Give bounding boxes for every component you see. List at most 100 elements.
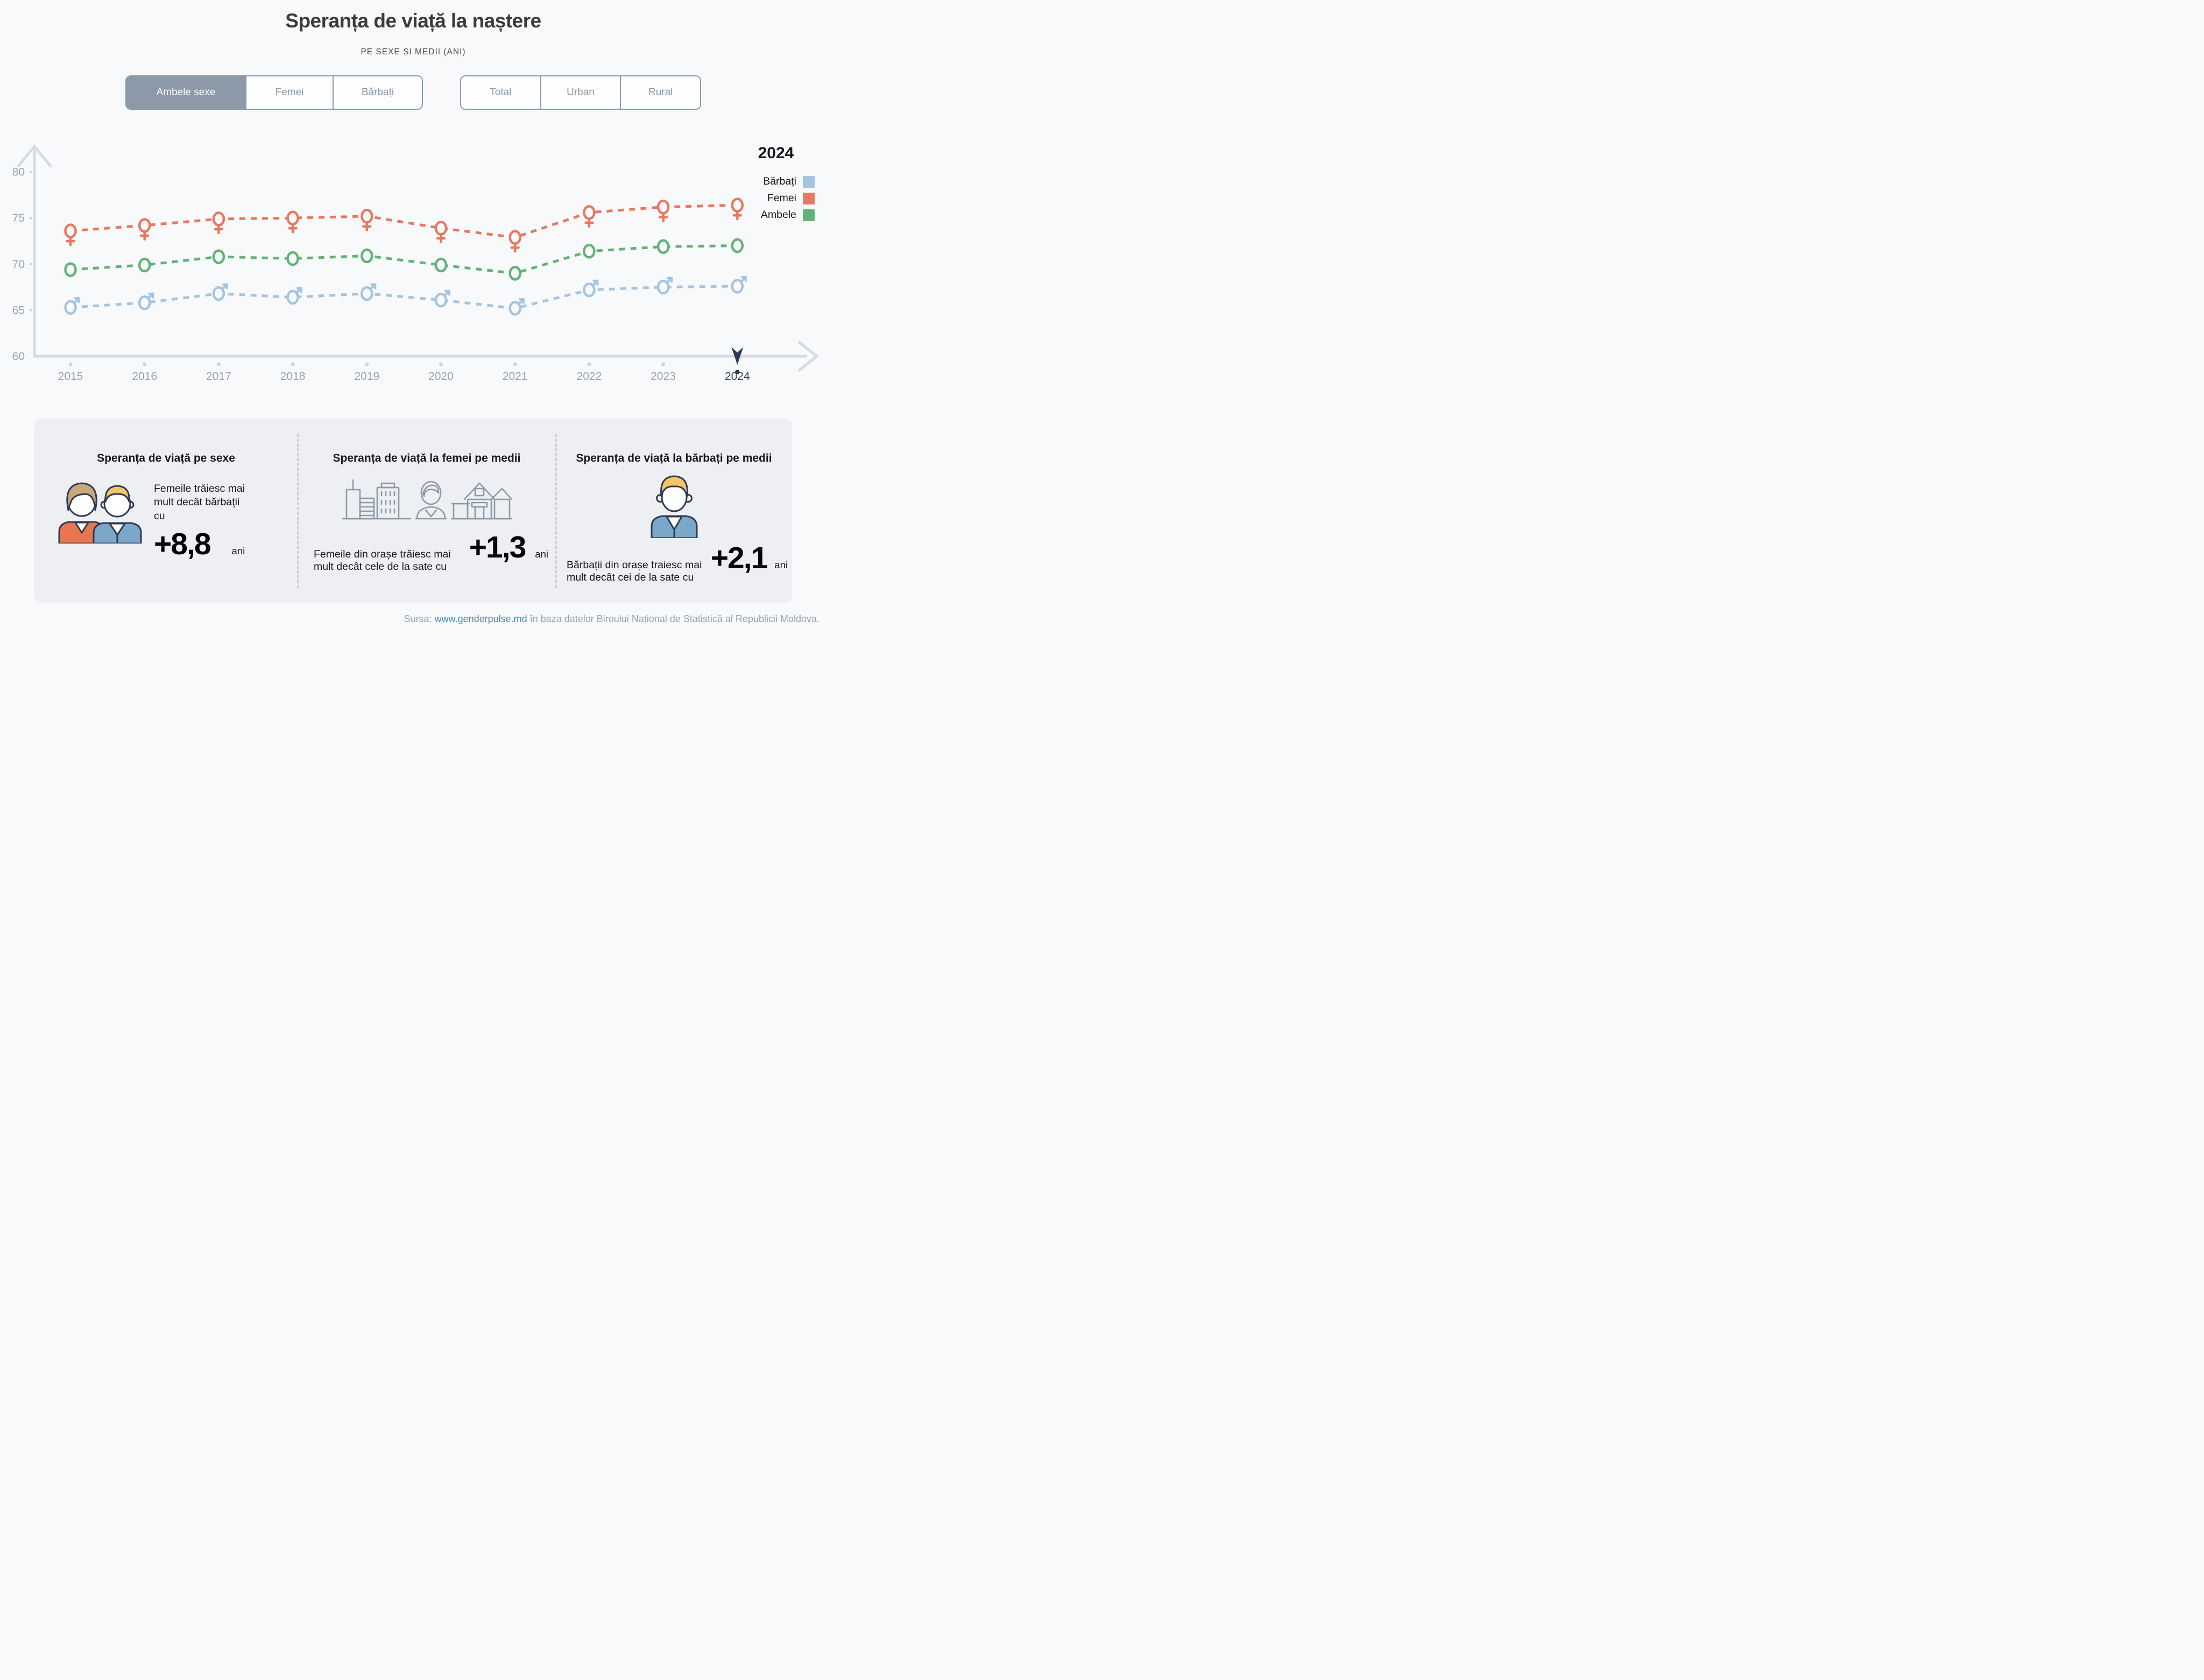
- year-tick-dot-2023[interactable]: [661, 362, 666, 366]
- marker-male-2022[interactable]: [583, 279, 599, 298]
- source-prefix: Sursa:: [404, 613, 432, 624]
- marker-male-2019[interactable]: [361, 283, 377, 301]
- section-text: Femeile trăiesc mai mult decât bărbaţii …: [154, 483, 245, 522]
- man-icon: [651, 475, 697, 538]
- year-tick-dot-2016[interactable]: [143, 362, 147, 366]
- toggle-barbati[interactable]: Bărbați: [333, 76, 422, 109]
- city-woman-village-icons: [342, 479, 513, 520]
- section-text: Bărbații din orașe traiesc mai mult decâ…: [567, 559, 702, 584]
- marker-female-2015[interactable]: [64, 223, 77, 246]
- y-tick-label: 75: [12, 212, 25, 224]
- marker-female-2022[interactable]: [583, 205, 596, 228]
- legend-label: Femei: [767, 192, 796, 204]
- woman-icon: [415, 481, 447, 520]
- toggle-ambele-sexe[interactable]: Ambele sexe: [126, 76, 245, 109]
- marker-male-2018[interactable]: [286, 287, 302, 305]
- marker-circle-2023[interactable]: [656, 239, 670, 255]
- x-year-label-2021[interactable]: 2021: [503, 370, 528, 383]
- x-year-label-2015[interactable]: 2015: [58, 370, 83, 383]
- year-tick-dot-2015[interactable]: [68, 362, 73, 366]
- chart-legend: 2024 Bărbați Femei Ambele: [745, 144, 815, 225]
- year-tick-dot-2020[interactable]: [439, 362, 443, 366]
- marker-circle-2024[interactable]: [731, 238, 744, 253]
- infographic-page: Speranța de viață la naștere PE SEXE ȘI …: [0, 0, 826, 630]
- year-tick-dot-2021[interactable]: [513, 362, 517, 366]
- marker-male-2017[interactable]: [212, 283, 229, 301]
- section-text: Femeile din orașe trăiesc mai mult decât…: [314, 548, 451, 573]
- legend-year-title: 2024: [758, 144, 794, 162]
- marker-circle-2022[interactable]: [583, 244, 596, 259]
- toggle-rural[interactable]: Rural: [620, 76, 700, 109]
- legend-item-ambele: Ambele: [745, 209, 815, 221]
- marker-female-2018[interactable]: [286, 210, 299, 234]
- x-year-label-2018[interactable]: 2018: [280, 370, 306, 383]
- toggle-femei[interactable]: Femei: [245, 76, 333, 109]
- village-icon: [450, 482, 513, 520]
- x-year-label-2022[interactable]: 2022: [577, 370, 602, 383]
- marker-male-2024[interactable]: [731, 276, 747, 294]
- gap-value-barbati: +2,1: [710, 541, 768, 575]
- life-expectancy-line-chart[interactable]: 60 65 70 75 80 2015 2016 2017 2018 2019 2020 2021 20…: [0, 131, 826, 384]
- marker-circle-2019[interactable]: [361, 248, 373, 264]
- marker-male-2020[interactable]: [434, 290, 451, 308]
- x-year-label-2024[interactable]: 2024: [725, 370, 750, 383]
- selected-year-marker[interactable]: [731, 347, 744, 365]
- y-tick-label: 70: [12, 258, 25, 271]
- marker-circle-2015[interactable]: [64, 262, 77, 277]
- legend-item-barbati: Bărbați: [745, 175, 815, 188]
- year-tick-dot-2019[interactable]: [365, 362, 369, 366]
- unit-label: ani: [535, 548, 548, 560]
- legend-label: Bărbați: [763, 175, 796, 187]
- marker-female-2023[interactable]: [656, 199, 670, 222]
- marker-male-2015[interactable]: [64, 297, 80, 315]
- couple-icon: [58, 482, 142, 543]
- legend-color-chip-femei: [803, 192, 815, 204]
- page-subtitle: PE SEXE ȘI MEDII (ANI): [361, 47, 466, 57]
- gap-value-sexe: +8,8: [154, 527, 211, 562]
- year-tick-dot-2022[interactable]: [587, 362, 591, 366]
- marker-circle-2020[interactable]: [434, 257, 448, 273]
- section-title: Speranța de viață la bărbați pe medii: [576, 452, 772, 464]
- city-icon: [342, 479, 412, 520]
- year-tick-dot-2017[interactable]: [216, 362, 221, 366]
- x-year-label-2019[interactable]: 2019: [354, 370, 379, 383]
- legend-item-femei: Femei: [745, 192, 815, 204]
- y-tick-label: 65: [12, 304, 25, 316]
- x-year-label-2016[interactable]: 2016: [132, 370, 157, 383]
- series-line-male: [70, 285, 738, 310]
- marker-circle-2018[interactable]: [286, 251, 299, 266]
- marker-male-2023[interactable]: [656, 277, 673, 295]
- marker-female-2016[interactable]: [138, 218, 151, 241]
- gap-value-femei: +1,3: [469, 530, 527, 564]
- source-note: Sursa: www.genderpulse.md în baza datelo…: [404, 613, 820, 625]
- section-title: Speranța de viață pe sexe: [97, 452, 235, 464]
- marker-male-2021[interactable]: [508, 298, 525, 316]
- marker-circle-2021[interactable]: [508, 266, 521, 281]
- x-year-label-2020[interactable]: 2020: [428, 370, 454, 383]
- marker-female-2019[interactable]: [361, 209, 373, 232]
- summary-panel: Speranța de viață pe sexe: [34, 419, 792, 603]
- section-barbati-medii: Speranța de viață la bărbați pe medii Bă: [555, 419, 792, 603]
- x-year-label-2023[interactable]: 2023: [651, 370, 676, 383]
- x-year-label-2017[interactable]: 2017: [206, 370, 231, 383]
- mediu-toggle-group: Total Urban Rural: [460, 75, 701, 110]
- year-tick-dot-2018[interactable]: [291, 362, 295, 366]
- unit-label: ani: [231, 545, 245, 557]
- section-femei-medii: Speranța de viață la femei pe medii: [297, 419, 556, 603]
- section-title: Speranța de viață la femei pe medii: [333, 452, 521, 464]
- toggle-urban[interactable]: Urban: [540, 76, 620, 109]
- marker-female-2017[interactable]: [212, 211, 225, 235]
- source-suffix: în baza datelor Biroului Național de Sta…: [529, 613, 820, 624]
- marker-female-2020[interactable]: [434, 221, 448, 244]
- toggle-total[interactable]: Total: [461, 76, 540, 109]
- legend-label: Ambele: [760, 209, 796, 221]
- source-link[interactable]: www.genderpulse.md: [434, 613, 527, 624]
- marker-circle-2016[interactable]: [138, 257, 151, 273]
- x-axis-arrow: [797, 341, 820, 372]
- marker-circle-2017[interactable]: [212, 249, 225, 264]
- marker-female-2021[interactable]: [508, 230, 521, 253]
- marker-female-2024[interactable]: [731, 197, 744, 221]
- series-line-female: [70, 203, 738, 239]
- marker-male-2016[interactable]: [138, 292, 154, 310]
- legend-color-chip-barbati: [803, 175, 815, 188]
